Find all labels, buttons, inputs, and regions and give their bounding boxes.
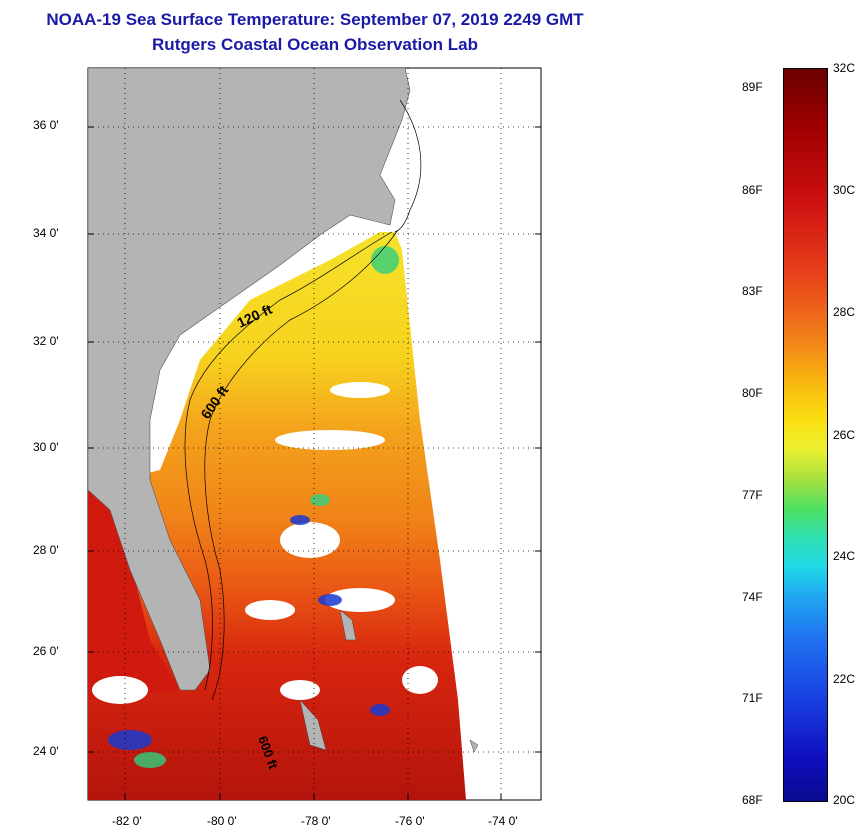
colorbar-c-30: 30C <box>833 183 856 197</box>
colorbar-f-77: 77F <box>742 488 763 502</box>
gridlines <box>88 68 541 800</box>
bahamas-islands <box>299 609 479 753</box>
lat-label-34: 34 0' <box>33 226 59 240</box>
lon-label-82: -82 0' <box>112 814 142 828</box>
lon-label-80: -80 0' <box>207 814 237 828</box>
lat-label-28: 28 0' <box>33 543 59 557</box>
lon-label-74: -74 0' <box>488 814 518 828</box>
colorbar-f-68: 68F <box>742 793 763 807</box>
colorbar-f-86: 86F <box>742 183 763 197</box>
temperature-colorbar <box>783 68 828 802</box>
lat-label-24: 24 0' <box>33 744 59 758</box>
cloud-patches <box>92 382 438 704</box>
lat-label-30: 30 0' <box>33 440 59 454</box>
green-patches <box>134 246 399 768</box>
land-mass <box>88 68 411 691</box>
colorbar-c-28: 28C <box>833 305 856 319</box>
lat-label-26: 26 0' <box>33 644 59 658</box>
depth-contours <box>184 99 422 701</box>
colorbar-c-26: 26C <box>833 428 856 442</box>
colorbar-f-89: 89F <box>742 80 763 94</box>
lat-label-32: 32 0' <box>33 334 59 348</box>
colorbar-f-71: 71F <box>742 691 763 705</box>
colorbar-c-20: 20C <box>833 793 856 807</box>
lon-label-78: -78 0' <box>301 814 331 828</box>
gulf-water <box>88 488 180 700</box>
colorbar-c-22: 22C <box>833 672 856 686</box>
lat-label-36: 36 0' <box>33 118 59 132</box>
colorbar-f-74: 74F <box>742 590 763 604</box>
colorbar-c-32: 32C <box>833 61 856 75</box>
tick-marks <box>88 126 541 800</box>
map-subtitle: Rutgers Coastal Ocean Observation Lab <box>152 35 478 54</box>
colorbar-f-80: 80F <box>742 386 763 400</box>
map-title: NOAA-19 Sea Surface Temperature: Septemb… <box>46 10 584 29</box>
lon-label-76: -76 0' <box>395 814 425 828</box>
cold-patches <box>108 515 390 750</box>
colorbar-f-83: 83F <box>742 284 763 298</box>
colorbar-c-24: 24C <box>833 549 856 563</box>
